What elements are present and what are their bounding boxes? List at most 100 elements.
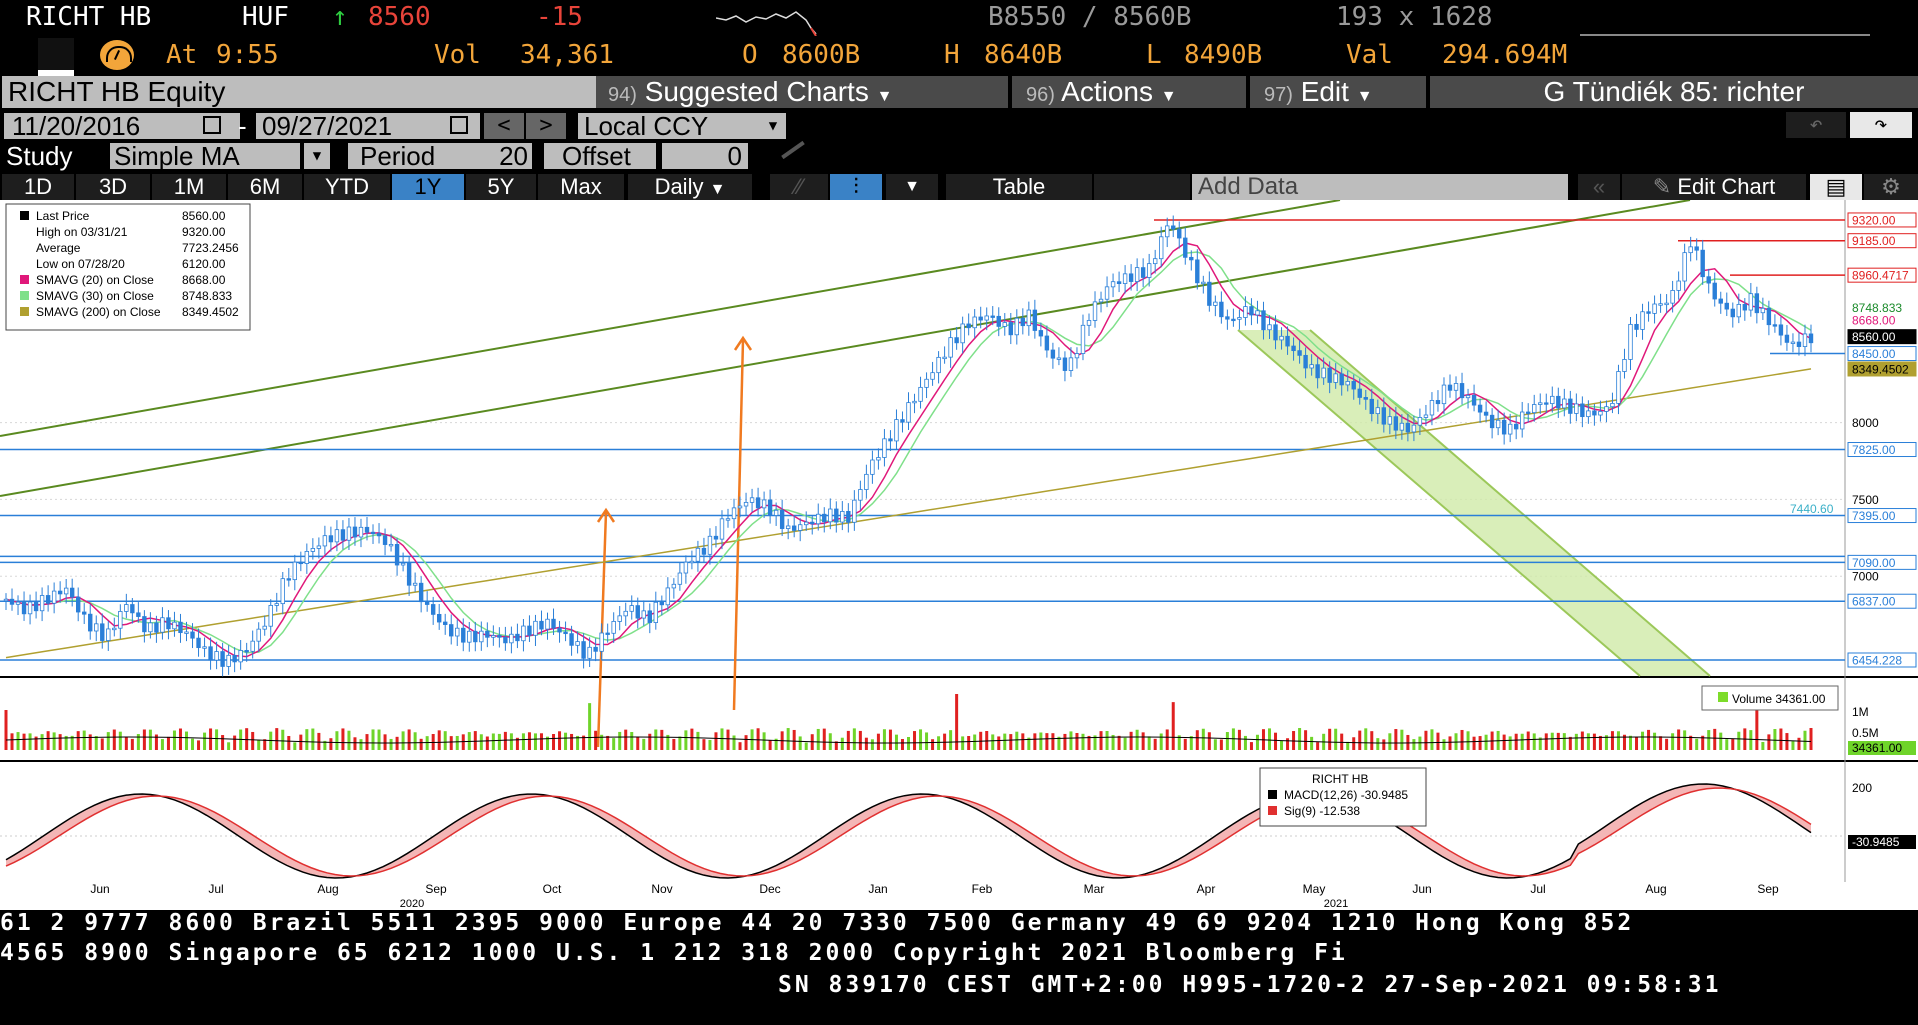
prev-range-button[interactable]: < — [484, 113, 524, 139]
tab-max[interactable]: Max — [538, 174, 626, 200]
candle-body — [1628, 323, 1633, 360]
legend-box[interactable]: Last Price 8560.00 High on 03/31/21 9320.00… — [5, 203, 251, 331]
candle-body — [1140, 267, 1146, 278]
undo-icon[interactable]: ↶ — [1786, 112, 1846, 138]
axis-label: 8450.00 — [1852, 347, 1896, 361]
volume-bar — [221, 735, 225, 750]
axis-label: 8560.00 — [1852, 330, 1896, 344]
axis-label: 7395.00 — [1852, 509, 1896, 523]
x-tick-label: May — [1303, 882, 1326, 896]
candle-body — [695, 547, 701, 562]
volume-bar — [768, 740, 772, 750]
legend-label: SMAVG (30) on Close — [36, 289, 154, 303]
axis-label: 6454.228 — [1852, 653, 1902, 667]
tab-1y[interactable]: 1Y — [392, 174, 466, 200]
tab-1m[interactable]: 1M — [152, 174, 228, 200]
volume-bar — [365, 734, 369, 750]
add-data-field[interactable]: Add Data — [1192, 174, 1568, 200]
edit-menu[interactable]: 97) Edit ▼ — [1250, 76, 1426, 108]
candle-body — [142, 616, 147, 633]
line-chart-icon[interactable]: ⁄⁄ — [770, 174, 830, 200]
candle-body — [912, 400, 917, 404]
axis-label-box — [1847, 233, 1917, 249]
start-date-field[interactable]: 11/20/2016 — [4, 113, 240, 139]
tab-ytd[interactable]: YTD — [304, 174, 392, 200]
volume-bar — [305, 729, 309, 750]
tab-3d[interactable]: 3D — [76, 174, 152, 200]
volume-bar — [317, 732, 321, 750]
redo-icon[interactable]: ↷ — [1850, 112, 1912, 138]
volume-bar — [552, 734, 556, 750]
volume-bar — [858, 730, 862, 750]
chevron-down-icon[interactable]: ▼ — [886, 174, 940, 200]
candle-body — [45, 595, 51, 604]
candle-body — [1363, 397, 1368, 400]
currency-select[interactable]: Local CCY — [578, 113, 760, 139]
volume-bar — [907, 736, 910, 750]
axis-label: 34361.00 — [1852, 741, 1902, 755]
candle-body — [930, 372, 935, 380]
period-field[interactable]: 20 — [470, 143, 532, 169]
candle-body — [755, 497, 761, 509]
candle-body — [1796, 341, 1802, 347]
volume-bar — [588, 703, 592, 750]
macd-legend[interactable]: RICHT HB MACD(12,26) -30.9485 Sig(9) -12… — [1259, 767, 1427, 827]
candle-body — [629, 605, 634, 612]
tab-1d[interactable]: 1D — [2, 174, 76, 200]
chevron-down-icon[interactable]: ▼ — [760, 113, 786, 139]
edit-chart-button[interactable]: ✎ Edit Chart — [1622, 174, 1808, 200]
candle-body — [316, 545, 322, 549]
volume-bar — [558, 731, 562, 750]
volume-bar — [1087, 735, 1091, 750]
volume-bar — [142, 729, 146, 750]
actions-menu[interactable]: 96) Actions ▼ — [1012, 76, 1246, 108]
candle-body — [124, 604, 129, 612]
study-select[interactable]: Simple MA — [110, 143, 300, 169]
page-icon[interactable] — [38, 38, 74, 76]
legend-swatch — [20, 275, 29, 284]
candle-body — [1122, 273, 1128, 284]
macd-line — [5, 783, 1812, 879]
volume-bar — [329, 738, 333, 750]
volume-bar — [1797, 737, 1801, 750]
candle-body — [605, 632, 610, 635]
candle-body — [382, 535, 388, 545]
tab-6m[interactable]: 6M — [228, 174, 304, 200]
calendar-icon[interactable] — [203, 116, 221, 134]
frequency-select[interactable]: Daily ▼ — [628, 174, 754, 200]
volume-bar — [1021, 733, 1025, 750]
candle-body — [593, 646, 598, 652]
offset-field[interactable]: 0 — [662, 143, 748, 169]
candle-body — [1104, 286, 1110, 300]
suggested-charts-menu[interactable]: 94) Suggested Charts ▼ — [596, 76, 1008, 108]
gear-icon[interactable]: ⚙ — [1864, 174, 1918, 200]
calendar-icon[interactable] — [450, 116, 468, 134]
tab-5y[interactable]: 5Y — [466, 174, 538, 200]
next-range-button[interactable]: > — [526, 113, 566, 139]
chart[interactable]: 9320.009185.008960.47178748.8338668.0085… — [0, 200, 1918, 890]
volume-bar — [606, 735, 610, 750]
candle-body — [659, 601, 665, 606]
axis-label: 7825.00 — [1852, 443, 1896, 457]
legend-label: Low on 07/28/20 — [36, 257, 125, 271]
volume-bar — [58, 734, 62, 750]
volume-legend[interactable]: Volume 34361.00 — [1701, 685, 1839, 711]
chart-settings-icon[interactable]: ▤ — [1810, 174, 1864, 200]
pencil-icon[interactable] — [781, 140, 805, 160]
x-tick-label: Jul — [208, 882, 223, 896]
end-date-field[interactable]: 09/27/2021 — [256, 113, 480, 139]
double-chevron-left-icon[interactable]: « — [1578, 174, 1622, 200]
speedometer-icon[interactable] — [100, 40, 134, 70]
axis-label: 8960.4717 — [1852, 269, 1909, 283]
table-button[interactable]: Table — [946, 174, 1094, 200]
volume-bar — [1159, 733, 1163, 750]
axis-label-box — [1847, 267, 1917, 283]
candle-body — [767, 499, 773, 516]
security-field[interactable]: RICHT HB Equity — [2, 76, 598, 108]
chevron-down-icon[interactable]: ▼ — [304, 143, 330, 169]
candle-body — [551, 618, 556, 629]
candle-body — [184, 631, 189, 634]
candle-chart-icon[interactable]: ⫶ — [830, 174, 884, 200]
x-year-label: 2021 — [1324, 898, 1348, 910]
candle-body — [816, 513, 821, 525]
